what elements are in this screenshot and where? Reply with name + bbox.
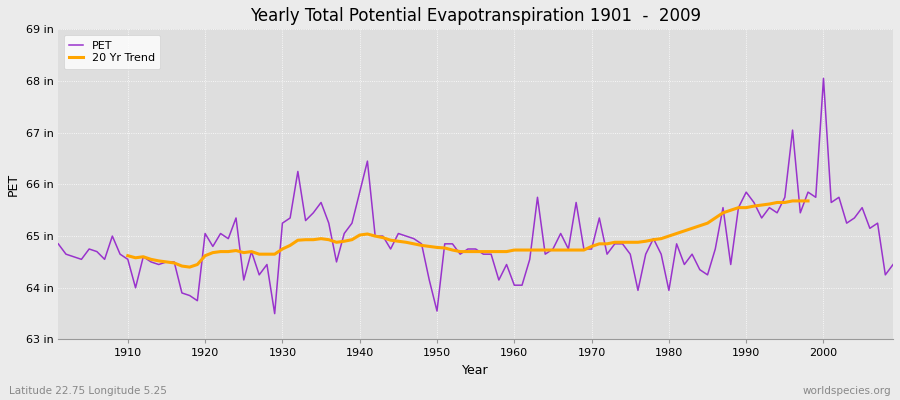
- Title: Yearly Total Potential Evapotranspiration 1901  -  2009: Yearly Total Potential Evapotranspiratio…: [250, 7, 701, 25]
- PET: [818, 76, 829, 81]
- PET: [517, 283, 527, 288]
- Text: Latitude 22.75 Longitude 5.25: Latitude 22.75 Longitude 5.25: [9, 386, 166, 396]
- 20 Yr Trend: [200, 253, 211, 258]
- 20 Yr Trend: [215, 249, 226, 254]
- 20 Yr Trend: [393, 239, 404, 244]
- Legend: PET, 20 Yr Trend: PET, 20 Yr Trend: [64, 35, 160, 69]
- Line: 20 Yr Trend: 20 Yr Trend: [128, 201, 808, 267]
- 20 Yr Trend: [734, 205, 744, 210]
- PET: [114, 252, 125, 256]
- 20 Yr Trend: [122, 253, 133, 258]
- PET: [292, 169, 303, 174]
- PET: [508, 283, 519, 288]
- Y-axis label: PET: PET: [7, 173, 20, 196]
- 20 Yr Trend: [184, 265, 195, 270]
- 20 Yr Trend: [269, 252, 280, 256]
- PET: [269, 311, 280, 316]
- X-axis label: Year: Year: [463, 364, 489, 377]
- PET: [609, 242, 620, 246]
- Line: PET: PET: [58, 78, 893, 314]
- Text: worldspecies.org: worldspecies.org: [803, 386, 891, 396]
- PET: [338, 231, 349, 236]
- 20 Yr Trend: [788, 198, 798, 203]
- PET: [887, 262, 898, 267]
- 20 Yr Trend: [803, 198, 814, 203]
- PET: [53, 242, 64, 246]
- 20 Yr Trend: [478, 249, 489, 254]
